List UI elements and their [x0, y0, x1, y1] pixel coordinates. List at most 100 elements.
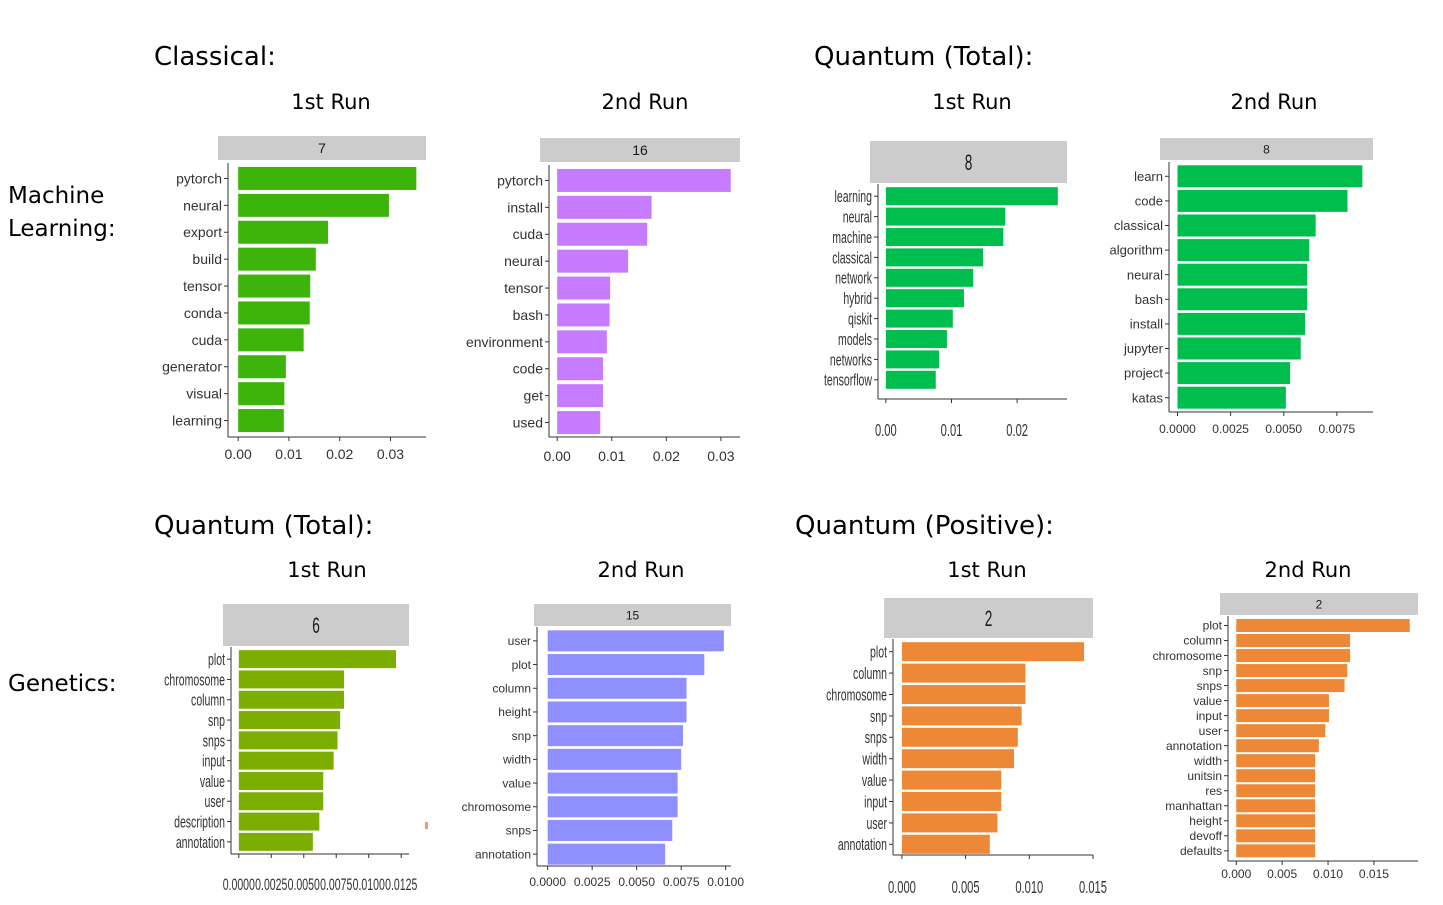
- category-label: width: [502, 753, 531, 767]
- category-label: install: [507, 199, 543, 215]
- facet-strip-label: 7: [318, 140, 326, 156]
- bar: [238, 731, 338, 750]
- category-label: pytorch: [497, 172, 543, 188]
- run-label-classical-2: 2nd Run: [601, 90, 689, 114]
- category-label: build: [192, 251, 222, 267]
- chart-quantum-ml-run2: 8 learn code classical algorithm neural bash in…: [1110, 138, 1373, 436]
- section-title-quantum-total-top: Quantum (Total):: [814, 42, 1034, 72]
- category-label: input: [202, 751, 225, 770]
- bar: [1236, 784, 1316, 798]
- bar: [885, 268, 974, 287]
- category-label: user: [1199, 724, 1222, 738]
- bar: [547, 677, 687, 699]
- category-label: jupyter: [1123, 341, 1164, 356]
- bar: [547, 701, 687, 723]
- bar: [885, 228, 1004, 246]
- bar: [557, 384, 604, 408]
- category-label: neural: [843, 207, 872, 226]
- bar: [901, 813, 998, 833]
- stray-mark: [425, 822, 428, 829]
- category-label: install: [1130, 316, 1163, 331]
- bar: [238, 166, 417, 190]
- x-tick-label: 0.0025: [574, 875, 611, 889]
- facet-strip-label: 2: [1316, 597, 1323, 611]
- bar: [901, 706, 1022, 726]
- category-label: input: [864, 792, 887, 811]
- category-label: get: [524, 388, 544, 404]
- row-label-machine-learning: Machine Learning:: [8, 180, 116, 246]
- bar: [547, 630, 724, 652]
- category-label: used: [513, 414, 543, 430]
- category-label: snps: [506, 824, 531, 838]
- category-label: models: [838, 329, 872, 348]
- bar: [1236, 679, 1345, 693]
- category-label: value: [502, 776, 531, 790]
- bar: [557, 411, 601, 435]
- category-label: plot: [512, 658, 532, 672]
- bar: [901, 642, 1085, 662]
- category-label: code: [513, 361, 544, 377]
- bar: [885, 309, 953, 328]
- category-label: unitsin: [1187, 769, 1222, 783]
- x-tick-label: 0.0000: [223, 874, 255, 893]
- category-label: plot: [1203, 619, 1223, 633]
- bar: [238, 792, 324, 811]
- bar: [1236, 814, 1316, 828]
- bar: [238, 690, 345, 709]
- category-label: classical: [832, 248, 872, 267]
- run-label-classical-1: 1st Run: [291, 90, 371, 114]
- bar: [547, 796, 678, 818]
- chart-genetics-positive-run1: 2 plot column chromosome snp snps width value in…: [826, 598, 1107, 898]
- x-tick-label: 0.02: [326, 446, 353, 462]
- bar: [1236, 664, 1348, 678]
- x-tick-label: 0.00: [544, 448, 571, 464]
- category-label: annotation: [176, 832, 225, 851]
- bar: [238, 670, 345, 689]
- bar: [1236, 724, 1326, 738]
- facet-strip: [534, 604, 731, 626]
- category-label: input: [1196, 709, 1223, 723]
- chart-genetics-positive-run2: 2 plotcolumnchromosomesnpsnpsvalueinputus…: [1153, 593, 1418, 881]
- facet-strip: [884, 598, 1093, 638]
- bar: [901, 663, 1026, 683]
- category-label: neural: [1127, 267, 1163, 282]
- category-label: environment: [466, 334, 543, 350]
- bar: [238, 650, 397, 669]
- bar: [885, 289, 964, 308]
- bar: [885, 187, 1058, 206]
- section-title-classical: Classical:: [154, 42, 276, 72]
- category-label: tensorflow: [824, 370, 873, 389]
- facet-strip: [870, 141, 1067, 183]
- bar: [1177, 386, 1286, 409]
- category-label: snp: [1203, 664, 1223, 678]
- bar: [238, 812, 320, 831]
- category-label: classical: [1114, 218, 1163, 233]
- category-label: annotation: [1166, 739, 1222, 753]
- bar: [238, 751, 334, 770]
- bar: [1177, 189, 1348, 212]
- category-label: width: [862, 749, 887, 768]
- x-tick-label: 0.03: [707, 448, 734, 464]
- bar: [547, 725, 683, 747]
- category-label: snps: [865, 728, 887, 747]
- facet-strip-label: 8: [965, 149, 973, 174]
- category-label: column: [492, 681, 531, 695]
- bar: [238, 832, 313, 851]
- x-tick-label: 0.01: [598, 448, 625, 464]
- category-label: user: [867, 813, 888, 832]
- x-tick-label: 0.0000: [529, 875, 566, 889]
- bar: [1177, 312, 1305, 335]
- category-label: manhattan: [1165, 799, 1222, 813]
- x-tick-label: 0.0050: [618, 875, 655, 889]
- category-label: generator: [162, 359, 222, 375]
- category-label: value: [200, 771, 225, 790]
- facet-strip: [223, 604, 409, 646]
- chart-genetics-total-run2: 15 user plot column height snp width value chrom…: [462, 604, 744, 889]
- bar: [1177, 214, 1316, 237]
- x-tick-label: 0.0075: [1319, 422, 1356, 436]
- facet-strip-label: 6: [312, 612, 320, 637]
- category-label: chromosome: [164, 670, 225, 689]
- category-label: snps: [1197, 679, 1222, 693]
- bar: [238, 355, 286, 379]
- category-label: plot: [870, 642, 887, 661]
